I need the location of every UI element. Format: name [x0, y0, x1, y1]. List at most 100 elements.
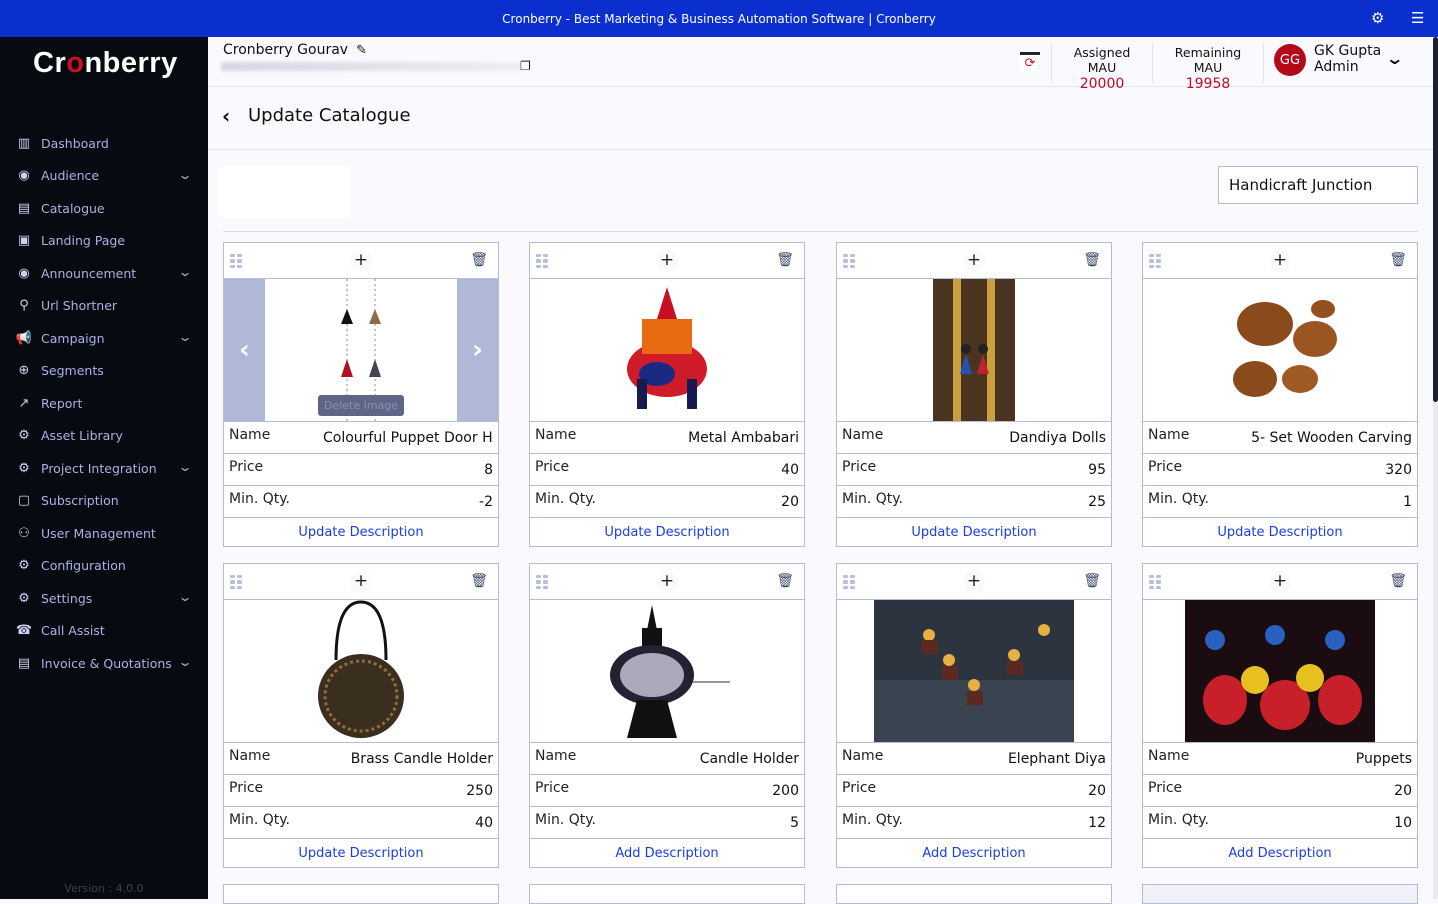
back-icon[interactable]: ‹	[222, 104, 231, 128]
drag-handle-icon[interactable]	[1149, 254, 1161, 268]
product-price[interactable]: 40	[781, 462, 799, 478]
trash-icon[interactable]: 🗑	[470, 573, 488, 589]
product-price[interactable]: 200	[772, 783, 799, 799]
product-name[interactable]: Puppets	[1355, 751, 1412, 767]
description-button[interactable]: Update Description	[224, 838, 498, 868]
hamburger-icon[interactable]: ☰	[1411, 9, 1425, 27]
chevron-down-icon[interactable]: ⌄	[177, 590, 193, 604]
sidebar-item-report[interactable]: ↗ Report	[0, 387, 208, 420]
product-price[interactable]: 8	[484, 462, 493, 478]
product-min-qty[interactable]: 12	[1088, 815, 1106, 831]
sidebar-item-landing-page[interactable]: ▣ Landing Page	[0, 225, 208, 258]
trash-icon[interactable]: 🗑	[1083, 573, 1101, 589]
product-min-qty[interactable]: 25	[1088, 494, 1106, 510]
description-button[interactable]: Add Description	[1143, 838, 1417, 868]
chevron-down-icon[interactable]: ⌄	[177, 460, 193, 474]
product-name[interactable]: Candle Holder	[699, 751, 799, 767]
trash-icon[interactable]: 🗑	[1389, 573, 1407, 589]
call-assist-icon: ☎	[15, 623, 33, 639]
trash-icon[interactable]: 🗑	[1083, 252, 1101, 268]
min-qty-row: Min. Qty. 20	[530, 485, 804, 517]
product-min-qty[interactable]: 40	[475, 815, 493, 831]
logo[interactable]: Cronberry	[33, 47, 178, 79]
product-name[interactable]: Metal Ambabari	[688, 430, 799, 446]
user-menu[interactable]: GK Gupta Admin	[1314, 43, 1381, 75]
chevron-right-icon[interactable]: ›	[457, 279, 498, 421]
product-name[interactable]: Colourful Puppet Door Hanging	[323, 430, 493, 446]
drag-handle-icon[interactable]	[843, 254, 855, 268]
description-button[interactable]: Update Description	[530, 517, 804, 547]
sidebar-item-audience[interactable]: ◉ Audience ⌄	[0, 160, 208, 193]
chevron-down-icon[interactable]: ⌄	[1385, 49, 1405, 68]
sidebar-item-announcement[interactable]: ◉ Announcement ⌄	[0, 257, 208, 290]
sidebar-item-invoice-quotations[interactable]: ▤ Invoice & Quotations ⌄	[0, 647, 208, 680]
add-image-icon[interactable]: +	[656, 250, 678, 272]
sidebar-item-settings[interactable]: ⚙ Settings ⌄	[0, 582, 208, 615]
sidebar-item-campaign[interactable]: 📢 Campaign ⌄	[0, 322, 208, 355]
description-button[interactable]: Update Description	[1143, 517, 1417, 547]
sidebar-item-asset-library[interactable]: ⚙ Asset Library	[0, 420, 208, 453]
drag-handle-icon[interactable]	[230, 575, 242, 589]
add-image-icon[interactable]: +	[963, 571, 985, 593]
card-toolbar: + 🗑	[224, 243, 498, 279]
add-image-icon[interactable]: +	[1269, 571, 1291, 593]
product-name[interactable]: 5- Set Wooden Carving	[1251, 430, 1412, 446]
product-min-qty[interactable]: 5	[790, 815, 799, 831]
trash-icon[interactable]: 🗑	[1389, 252, 1407, 268]
chevron-down-icon[interactable]: ⌄	[177, 330, 193, 344]
description-button[interactable]: Add Description	[530, 838, 804, 868]
sidebar-item-call-assist[interactable]: ☎ Call Assist	[0, 615, 208, 648]
trash-icon[interactable]: 🗑	[470, 252, 488, 268]
product-min-qty[interactable]: 20	[781, 494, 799, 510]
edit-icon[interactable]: ✎	[356, 43, 367, 58]
trash-icon[interactable]: 🗑	[776, 573, 794, 589]
sidebar-item-dashboard[interactable]: ▥ Dashboard	[0, 127, 208, 160]
delete-image-button[interactable]: Delete Image	[318, 395, 404, 416]
chevron-left-icon[interactable]: ‹	[224, 279, 265, 421]
sync-icon[interactable]: ⟳	[1020, 52, 1040, 72]
add-image-icon[interactable]: +	[350, 250, 372, 272]
product-min-qty[interactable]: 10	[1394, 815, 1412, 831]
drag-handle-icon[interactable]	[1149, 575, 1161, 589]
drag-handle-icon[interactable]	[230, 254, 242, 268]
sidebar-item-project-integration[interactable]: ⚙ Project Integration ⌄	[0, 452, 208, 485]
product-price[interactable]: 95	[1088, 462, 1106, 478]
assigned-mau: Assigned MAU 20000	[1060, 45, 1144, 92]
product-price[interactable]: 250	[466, 783, 493, 799]
product-price[interactable]: 20	[1088, 783, 1106, 799]
description-button[interactable]: Update Description	[224, 517, 498, 547]
add-image-icon[interactable]: +	[350, 571, 372, 593]
product-name[interactable]: Elephant Diya	[1007, 751, 1106, 767]
sidebar-item-user-management[interactable]: ⚇ User Management	[0, 517, 208, 550]
sidebar-item-segments[interactable]: ⊕ Segments	[0, 355, 208, 388]
min-qty-row: Min. Qty. 5	[530, 806, 804, 838]
avatar[interactable]: GG	[1274, 44, 1306, 76]
chevron-down-icon[interactable]: ⌄	[177, 265, 193, 279]
drag-handle-icon[interactable]	[843, 575, 855, 589]
add-image-icon[interactable]: +	[963, 250, 985, 272]
trash-icon[interactable]: 🗑	[776, 252, 794, 268]
product-name[interactable]: Brass Candle Holder	[350, 751, 493, 767]
copy-icon[interactable]: ❐	[520, 59, 531, 73]
drag-handle-icon[interactable]	[536, 254, 548, 268]
product-min-qty[interactable]: -2	[479, 494, 493, 510]
product-name[interactable]: Dandiya Dolls	[1009, 430, 1106, 446]
sidebar-item-subscription[interactable]: ▢ Subscription	[0, 485, 208, 518]
sidebar-item-catalogue[interactable]: ▤ Catalogue	[0, 192, 208, 225]
add-image-icon[interactable]: +	[656, 571, 678, 593]
chevron-down-icon[interactable]: ⌄	[177, 167, 193, 182]
description-button[interactable]: Add Description	[837, 838, 1111, 868]
sidebar-item-configuration[interactable]: ⚙ Configuration	[0, 550, 208, 583]
product-price[interactable]: 20	[1394, 783, 1412, 799]
description-button[interactable]: Update Description	[837, 517, 1111, 547]
chevron-down-icon[interactable]: ⌄	[177, 655, 193, 669]
product-min-qty[interactable]: 1	[1403, 494, 1412, 510]
scrollbar[interactable]	[1433, 37, 1438, 899]
sidebar-item-url-shortner[interactable]: ⚲ Url Shortner	[0, 290, 208, 323]
store-name-field[interactable]: Handicraft Junction	[1218, 166, 1418, 204]
product-price[interactable]: 320	[1385, 462, 1412, 478]
configuration-icon: ⚙	[18, 558, 30, 574]
add-image-icon[interactable]: +	[1269, 250, 1291, 272]
drag-handle-icon[interactable]	[536, 575, 548, 589]
puzzle-icon[interactable]: ⚙	[1371, 9, 1385, 27]
